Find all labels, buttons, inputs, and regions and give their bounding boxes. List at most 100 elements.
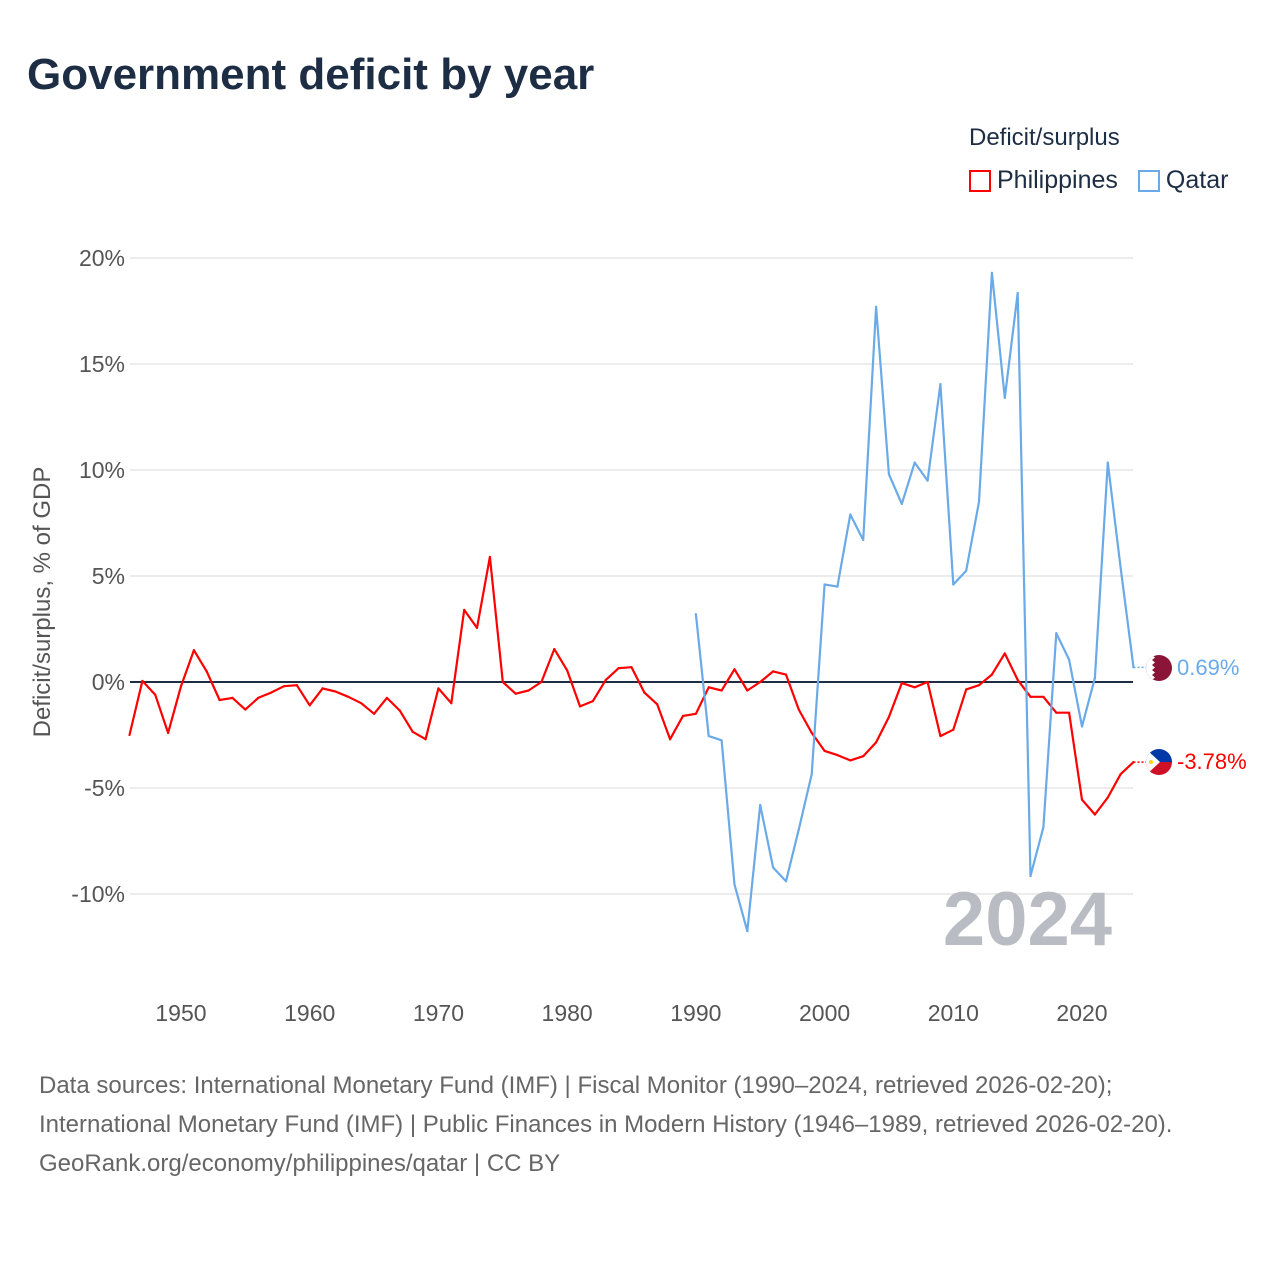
data-point-philippines	[321, 687, 324, 690]
data-point-qatar	[874, 305, 878, 308]
data-point-qatar	[1068, 658, 1071, 661]
data-point-philippines	[205, 670, 208, 673]
data-point-philippines	[990, 673, 994, 676]
watermark-year: 2024	[943, 877, 1112, 962]
x-tick-label: 1950	[155, 1000, 206, 1026]
data-point-philippines	[398, 709, 401, 712]
series-line-philippines	[128, 555, 1135, 816]
data-point-philippines	[836, 754, 839, 757]
data-point-qatar	[1029, 874, 1032, 878]
x-tick-label: 2010	[928, 1000, 979, 1026]
data-point-philippines	[514, 692, 517, 695]
data-point-philippines	[849, 759, 852, 762]
data-point-philippines	[347, 695, 350, 698]
data-point-philippines	[939, 734, 942, 738]
data-point-qatar	[1003, 396, 1006, 400]
data-point-philippines	[231, 696, 234, 700]
data-point-philippines	[334, 690, 337, 693]
y-tick-label: -5%	[84, 775, 125, 801]
y-tick-label: 5%	[92, 563, 125, 589]
data-point-philippines	[707, 686, 710, 689]
data-point-qatar	[810, 773, 813, 776]
data-point-philippines	[540, 680, 543, 684]
data-point-philippines	[733, 668, 736, 671]
data-point-philippines	[295, 684, 298, 687]
data-point-qatar	[1080, 725, 1084, 728]
x-tick-label: 2000	[799, 1000, 850, 1026]
data-point-philippines	[192, 649, 195, 652]
data-point-philippines	[1106, 796, 1109, 799]
data-point-philippines	[553, 648, 556, 651]
data-point-qatar	[849, 513, 852, 516]
data-point-qatar	[1132, 666, 1135, 669]
data-point-philippines	[282, 685, 286, 688]
data-point-philippines	[746, 689, 749, 692]
y-tick-label: -10%	[71, 881, 125, 907]
data-point-philippines	[681, 714, 685, 718]
y-tick-label: 10%	[79, 457, 125, 483]
data-sources: Data sources: International Monetary Fun…	[39, 1072, 1173, 1138]
data-point-qatar	[823, 583, 826, 586]
data-point-philippines	[1003, 652, 1006, 655]
data-point-philippines	[488, 555, 492, 559]
data-point-qatar	[720, 739, 723, 742]
credit-link[interactable]: GeoRank.org/economy/philippines/qatar | …	[39, 1150, 561, 1177]
data-point-philippines	[591, 699, 594, 703]
data-point-philippines	[1119, 773, 1122, 776]
data-point-philippines	[900, 681, 903, 685]
legend-swatch-philippines	[969, 169, 991, 192]
data-point-philippines	[527, 689, 530, 692]
data-point-philippines	[823, 749, 826, 753]
data-point-philippines	[656, 703, 659, 706]
data-point-philippines	[257, 696, 260, 700]
data-point-philippines	[450, 702, 453, 705]
y-axis-label: Deficit/surplus, % of GDP	[29, 467, 56, 738]
data-point-philippines	[965, 688, 968, 691]
data-point-philippines	[167, 731, 170, 734]
x-tick-label: 1960	[284, 1000, 335, 1026]
series-line-qatar	[694, 271, 1135, 933]
data-point-qatar	[797, 828, 800, 831]
data-point-qatar	[990, 271, 994, 274]
data-point-qatar	[977, 500, 981, 503]
data-point-qatar	[887, 473, 891, 476]
data-point-qatar	[926, 479, 929, 482]
legend-item-qatar[interactable]: Qatar	[1137, 166, 1228, 195]
data-point-philippines	[862, 755, 865, 758]
data-point-qatar	[1093, 676, 1096, 679]
data-point-philippines	[1068, 711, 1071, 714]
data-point-qatar	[862, 538, 865, 542]
data-point-philippines	[360, 702, 363, 705]
data-point-qatar	[771, 866, 775, 869]
line-chart: 20% 15% 10% 5% 0% -5% -10% 2024 Deficit/surplu…	[29, 245, 1247, 1026]
legend-item-philippines[interactable]: Philippines	[969, 166, 1118, 195]
data-point-philippines	[617, 667, 620, 670]
legend: Philippines Qatar	[969, 166, 1228, 195]
data-point-philippines	[797, 708, 800, 711]
data-point-philippines	[604, 678, 607, 681]
data-point-philippines	[643, 691, 646, 694]
data-point-philippines	[269, 691, 273, 694]
y-tick-label: 0%	[92, 669, 125, 695]
legend-title: Deficit/surplus	[969, 124, 1120, 151]
data-point-philippines	[475, 626, 479, 630]
data-point-philippines	[926, 680, 929, 684]
data-point-qatar	[707, 734, 710, 738]
data-point-qatar	[836, 585, 839, 588]
data-point-philippines	[424, 738, 427, 741]
data-point-qatar	[900, 502, 903, 506]
footer: Data sources: International Monetary Fun…	[39, 1066, 1239, 1183]
x-tick-label: 1980	[542, 1000, 593, 1026]
x-tick-label: 2020	[1056, 1000, 1107, 1026]
data-point-philippines	[566, 669, 569, 672]
data-point-philippines	[1029, 695, 1032, 698]
data-point-philippines	[874, 741, 878, 744]
end-label-qatar: 0.69%	[1177, 655, 1239, 680]
data-point-qatar	[1106, 461, 1109, 464]
data-point-qatar	[694, 613, 697, 616]
data-point-qatar	[733, 883, 736, 886]
data-point-qatar	[939, 383, 942, 386]
data-point-philippines	[630, 666, 633, 669]
data-point-qatar	[1055, 632, 1058, 635]
